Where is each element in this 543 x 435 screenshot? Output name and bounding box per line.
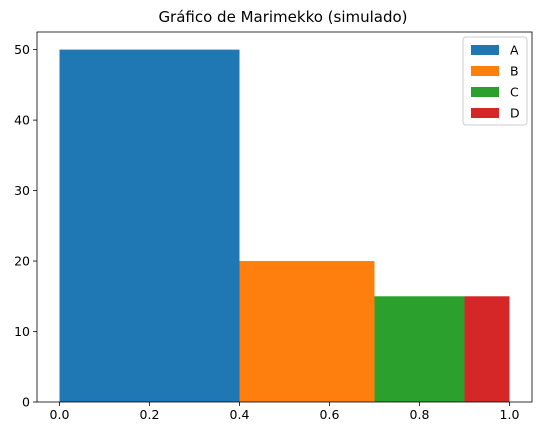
legend-label-c: C <box>510 85 519 100</box>
bars-group <box>59 49 510 402</box>
y-tick-label: 20 <box>14 254 30 269</box>
legend-label-a: A <box>510 43 519 58</box>
legend-swatch-d <box>471 108 499 118</box>
x-tick-label: 0.4 <box>230 407 250 422</box>
legend-swatch-a <box>471 45 499 55</box>
x-tick-label: 0.2 <box>140 407 160 422</box>
bar-a <box>59 49 240 402</box>
x-tick-label: 0.6 <box>320 407 340 422</box>
x-tick-label: 1.0 <box>500 407 520 422</box>
bar-d <box>464 296 510 402</box>
chart-title: Gráfico de Marimekko (simulado) <box>158 8 407 26</box>
bar-c <box>374 296 465 402</box>
legend-label-b: B <box>510 64 519 79</box>
legend-label-d: D <box>510 106 520 121</box>
axes-group: 0.0 0.2 0.4 0.6 0.8 1.0 0 10 20 30 40 50 <box>14 31 533 422</box>
legend-box <box>462 36 528 126</box>
legend-swatch-b <box>471 66 499 76</box>
y-tick-label: 40 <box>14 113 30 128</box>
plot-frame <box>36 31 533 403</box>
y-tick-label: 50 <box>14 42 30 57</box>
y-tick-label: 0 <box>22 395 30 410</box>
x-tick-label: 0.8 <box>410 407 430 422</box>
x-tick-label: 0.0 <box>50 407 70 422</box>
y-tick-label: 10 <box>14 324 30 339</box>
legend-swatch-c <box>471 87 499 97</box>
y-tick-label: 30 <box>14 183 30 198</box>
bar-b <box>239 261 375 402</box>
